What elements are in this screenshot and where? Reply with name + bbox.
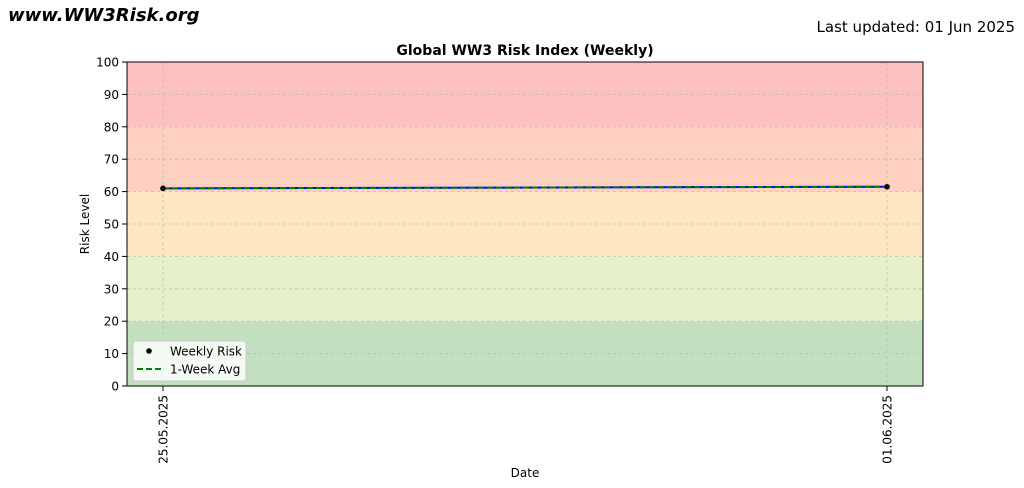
legend-box [132,340,247,382]
y-tick-label-2: 20 [104,315,119,329]
legend: Weekly Risk 1-Week Avg [132,340,247,382]
avg-line [162,185,888,190]
chart-title: Global WW3 Risk Index (Weekly) [396,43,653,59]
y-tick-label-6: 60 [104,185,119,199]
site-logo: www.WW3Risk.org [8,5,200,26]
y-tick-label-10: 100 [96,56,119,70]
y-axis-label: Risk Level [78,194,92,254]
y-axis: 0 10 20 30 40 50 60 70 80 90 100 [96,56,127,394]
x-tick-label-0: 25.05.2025 [157,395,171,464]
x-axis-label: Date [511,466,540,480]
y-tick-label-8: 80 [104,120,119,134]
y-tick-label-0: 0 [111,380,119,394]
legend-marker-weekly [146,348,152,354]
y-tick-label-3: 30 [104,282,119,296]
legend-label-avg: 1-Week Avg [170,363,240,377]
weekly-risk-point-0 [160,185,166,192]
y-tick-label-7: 70 [104,153,119,167]
legend-label-weekly: Weekly Risk [170,345,242,359]
series-layer [160,183,890,192]
x-axis: 25.05.2025 01.06.2025 [157,386,895,464]
grid-lines [127,61,923,387]
y-tick-label-4: 40 [104,250,119,264]
y-tick-label-1: 10 [104,347,119,361]
x-tick-label-1: 01.06.2025 [881,395,895,464]
weekly-risk-point-1 [884,183,890,190]
last-updated-text: Last updated: 01 Jun 2025 [816,18,1015,36]
y-tick-label-5: 50 [104,218,119,232]
y-tick-label-9: 90 [104,88,119,102]
